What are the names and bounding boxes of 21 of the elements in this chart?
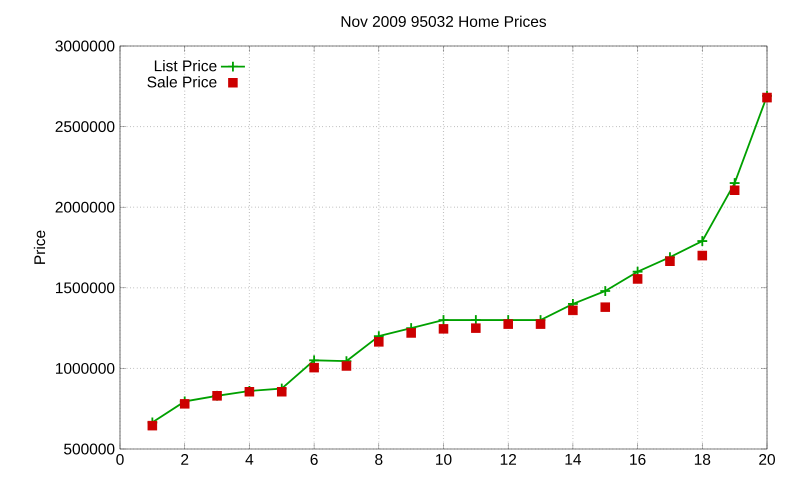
x-tick-label: 0 <box>116 454 124 465</box>
chart-title: Nov 2009 95032 Home Prices <box>342 16 546 27</box>
x-tick-label: 2 <box>181 454 188 465</box>
x-tick-label: 14 <box>565 454 582 465</box>
x-tick-label: 12 <box>500 454 516 465</box>
legend-label: List Price <box>154 60 216 72</box>
x-tick-label: 18 <box>694 454 710 465</box>
y-axis-title: Price <box>34 230 46 264</box>
x-tick-label: 16 <box>630 454 646 465</box>
y-tick-label: 3000000 <box>55 40 114 52</box>
x-tick-label: 4 <box>245 454 254 465</box>
y-tick-label: 2000000 <box>56 202 114 213</box>
x-tick-label: 10 <box>436 454 452 465</box>
y-tick-label: 1500000 <box>56 282 114 294</box>
x-tick-label: 20 <box>759 454 775 465</box>
y-tick-label: 2500000 <box>56 121 114 132</box>
x-tick-label: 6 <box>310 454 318 465</box>
x-tick-label: 8 <box>375 454 382 465</box>
y-tick-label: 500000 <box>64 444 114 454</box>
y-tick-label: 1000000 <box>56 362 114 374</box>
legend-label: Sale Price <box>147 76 216 88</box>
